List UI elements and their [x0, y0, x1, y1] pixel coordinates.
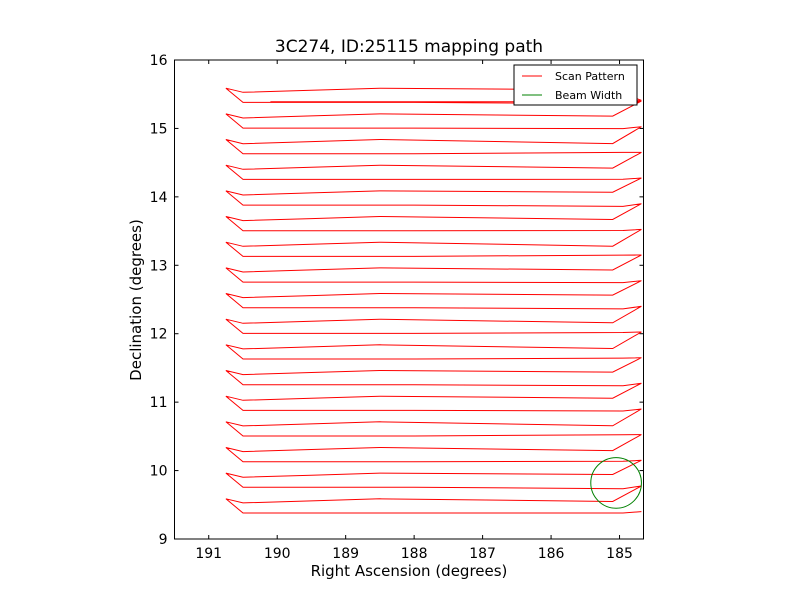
y-tick-label: 15: [150, 121, 168, 137]
x-tick-label: 185: [606, 546, 633, 562]
legend: Scan Pattern Beam Width: [513, 64, 638, 106]
x-tick-label: 186: [538, 546, 565, 562]
x-tick-label: 191: [195, 546, 222, 562]
x-axis-label: Right Ascension (degrees): [311, 562, 508, 580]
x-tick-label: 189: [332, 546, 359, 562]
series-scan-pattern: [225, 87, 642, 514]
y-tick-label: 16: [150, 53, 168, 69]
y-tick-label: 10: [150, 464, 168, 480]
y-tick-label: 9: [159, 532, 168, 548]
legend-frame: [513, 64, 638, 106]
y-axis-label: Declination (degrees): [127, 219, 145, 381]
series-beam-width: [590, 457, 642, 509]
legend-label-beam-width: Beam Width: [555, 89, 622, 102]
y-tick-label: 14: [150, 190, 168, 206]
y-tick-label: 12: [150, 327, 168, 343]
plot-frame: [174, 59, 644, 540]
x-tick-label: 187: [469, 546, 496, 562]
plot-background: [174, 60, 644, 539]
x-tick-label: 188: [401, 546, 428, 562]
chart-title: 3C274, ID:25115 mapping path: [275, 37, 543, 57]
legend-label-scan-pattern: Scan Pattern: [555, 70, 625, 83]
x-tick-label: 190: [264, 546, 291, 562]
y-tick-label: 13: [150, 258, 168, 274]
y-tick-label: 11: [150, 395, 168, 411]
